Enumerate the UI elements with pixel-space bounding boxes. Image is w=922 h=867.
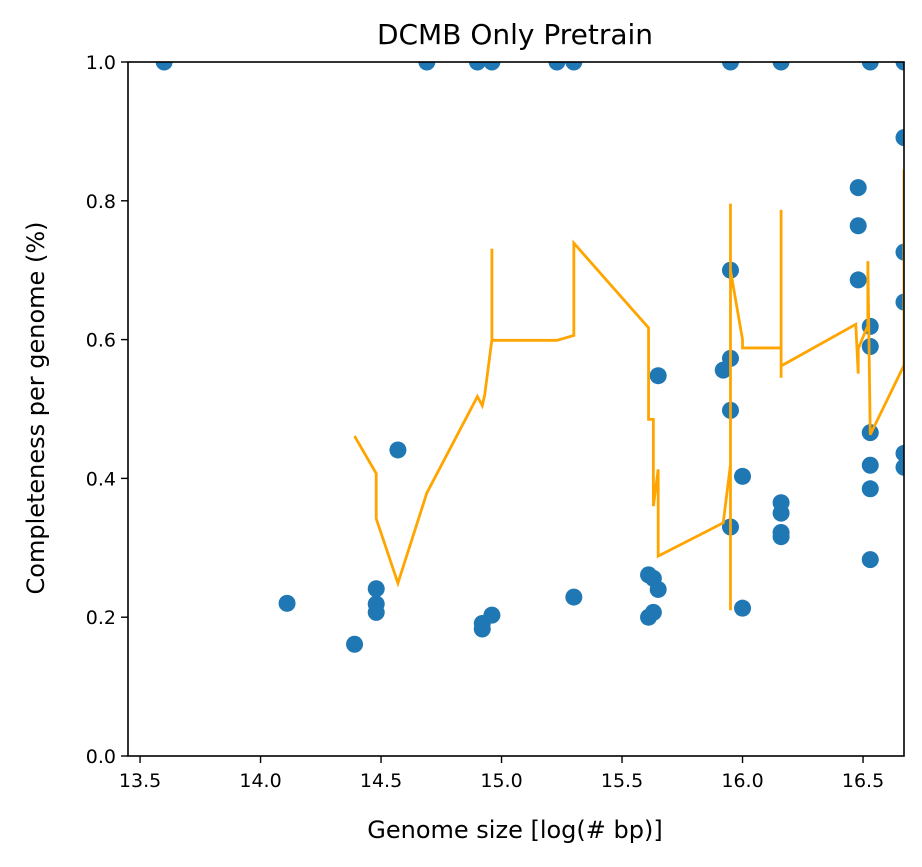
scatter-point: [721, 62, 739, 71]
scatter-point: [644, 603, 662, 621]
scatter-point: [772, 528, 790, 546]
scatter-point: [483, 62, 501, 71]
scatter-point: [895, 129, 904, 147]
y-tick-label: 0.6: [86, 330, 116, 352]
scatter-point: [155, 62, 173, 71]
x-tick-label: 15.0: [480, 770, 522, 792]
scatter-point: [849, 217, 867, 235]
scatter-point: [861, 480, 879, 498]
scatter-point: [895, 444, 904, 462]
scatter-point: [895, 458, 904, 476]
scatter-point: [278, 594, 296, 612]
x-tick-label: 15.5: [601, 770, 643, 792]
scatter-point: [565, 588, 583, 606]
y-tick-label: 0.2: [86, 607, 116, 629]
x-tick-label: 16.0: [721, 770, 763, 792]
x-tick-label: 13.5: [119, 770, 161, 792]
scatter-point: [483, 606, 501, 624]
scatter-point: [734, 599, 752, 617]
scatter-point: [565, 62, 583, 71]
scatter-point: [473, 620, 491, 638]
scatter-point: [895, 243, 904, 261]
scatter-point: [895, 293, 904, 311]
chart-title: DCMB Only Pretrain: [377, 18, 653, 51]
y-tick-label: 0.8: [86, 191, 116, 213]
x-axis-label: Genome size [log(# bp)]: [367, 816, 662, 844]
scatter-point: [389, 441, 407, 459]
x-tick-label: 14.5: [360, 770, 402, 792]
scatter-point: [895, 62, 904, 71]
x-tick-label: 14.0: [239, 770, 281, 792]
scatter-point: [649, 367, 667, 385]
scatter-point: [772, 504, 790, 522]
plot-area: [155, 62, 904, 653]
scatter-point: [849, 179, 867, 197]
scatter-point: [346, 635, 364, 653]
y-tick-label: 0.4: [86, 468, 116, 490]
y-tick-label: 1.0: [86, 52, 116, 74]
scatter-point: [734, 467, 752, 485]
scatter-point: [849, 271, 867, 289]
scatter-point: [367, 580, 385, 598]
scatter-point: [772, 62, 790, 71]
x-tick-label: 16.5: [842, 770, 884, 792]
plot-frame: [127, 61, 905, 757]
y-tick-label: 0.0: [86, 746, 116, 768]
scatter-point: [861, 456, 879, 474]
scatter-point: [861, 62, 879, 71]
scatter-point: [418, 62, 436, 71]
scatter-point: [861, 551, 879, 569]
scatter-point: [367, 603, 385, 621]
scatter-point: [649, 580, 667, 598]
scatter-point: [468, 62, 486, 71]
trend-line: [353, 169, 904, 611]
y-axis-label: Completeness per genome (%): [22, 222, 50, 595]
scatter-point: [548, 62, 566, 71]
